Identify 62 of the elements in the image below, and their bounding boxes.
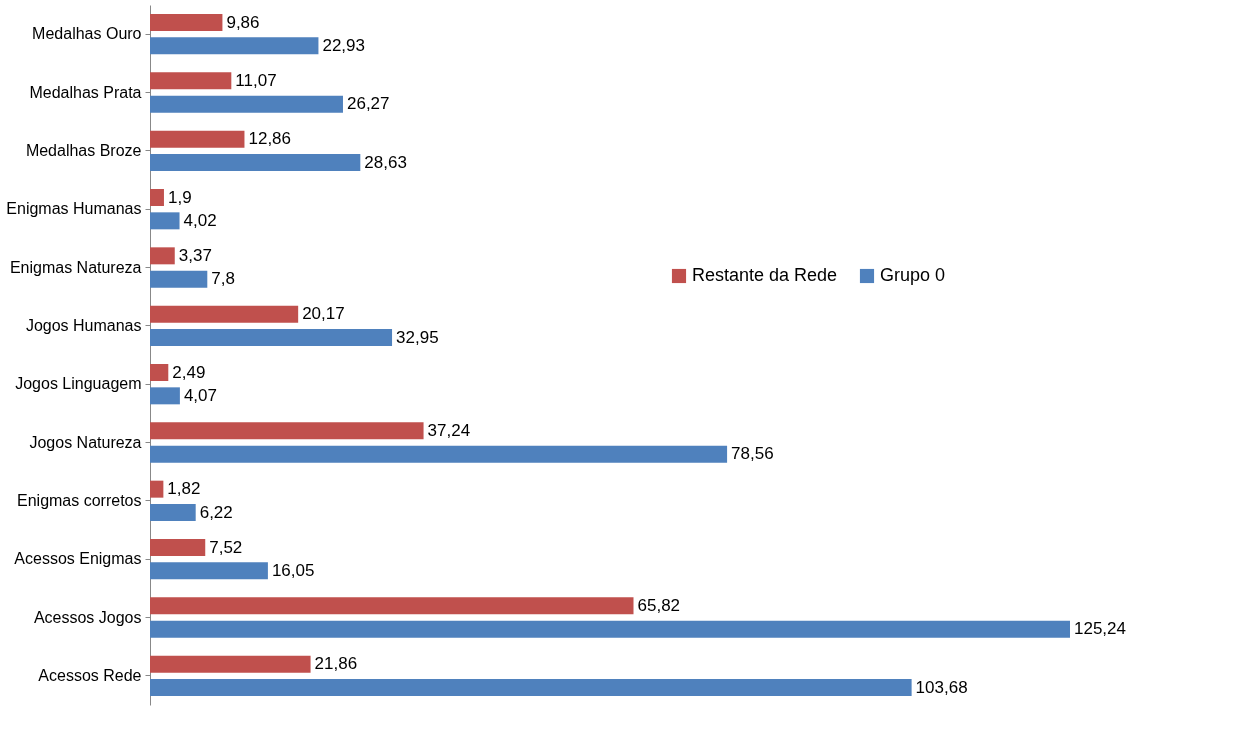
y-tick-label: Acessos Jogos [33,608,142,626]
data-label: 125,24 [1074,619,1126,639]
data-label: 1,82 [167,479,201,499]
bar [150,189,164,206]
y-tick-label: Medalhas Broze [25,141,142,159]
bar [150,504,196,521]
bar [150,597,634,615]
bar [150,270,208,288]
bar [150,305,299,323]
data-label: 22,93 [322,35,365,55]
data-label: 1,9 [167,187,192,207]
bar [150,364,169,381]
bar [150,422,424,440]
bar [150,445,728,463]
bar [150,37,319,55]
bar [150,387,180,405]
data-label: 37,24 [427,420,471,440]
data-label: 28,63 [364,152,407,172]
data-label: 4,07 [183,385,217,405]
data-label: 65,82 [637,595,681,615]
legend-label: Restante da Rede [692,265,838,285]
bar [150,620,1070,638]
data-label: 7,8 [211,269,235,289]
data-label: 7,52 [209,537,243,557]
y-tick-label: Acessos Enigmas [14,550,142,568]
bar [150,329,393,346]
bar [150,679,912,696]
y-tick-label: Jogos Linguagem [15,375,142,393]
data-label: 32,95 [396,327,439,347]
bar [150,480,164,498]
legend-label: Grupo 0 [880,265,946,285]
y-tick-label: Enigmas corretos [17,491,142,509]
data-label: 20,17 [302,304,345,324]
y-tick-label: Enigmas Natureza [9,258,142,276]
data-label: 26,27 [346,94,390,114]
data-label: 103,68 [915,677,968,697]
y-tick-label: Medalhas Ouro [32,25,142,43]
bar [150,95,343,113]
data-label: 12,86 [248,129,292,149]
data-label: 3,37 [178,245,212,265]
data-label: 4,02 [183,210,217,230]
data-label: 16,05 [271,560,315,580]
bar [150,539,206,556]
bar [150,72,232,90]
bar [150,14,223,31]
y-tick-label: Jogos Natureza [29,433,142,451]
data-label: 6,22 [199,502,233,522]
data-label: 11,07 [235,70,277,90]
data-label: 9,86 [226,12,260,32]
data-label: 2,49 [172,362,206,382]
y-tick-label: Enigmas Humanas [6,200,142,218]
y-tick-label: Acessos Rede [38,666,142,684]
y-tick-label: Medalhas Prata [29,83,142,101]
bar [150,562,268,580]
bar [150,247,175,265]
data-label: 78,56 [731,444,774,464]
bar [150,130,245,148]
y-tick-label: Jogos Humanas [25,316,142,334]
bar [150,154,361,171]
bar [150,655,311,673]
bar [150,212,180,230]
data-label: 21,86 [314,654,358,674]
